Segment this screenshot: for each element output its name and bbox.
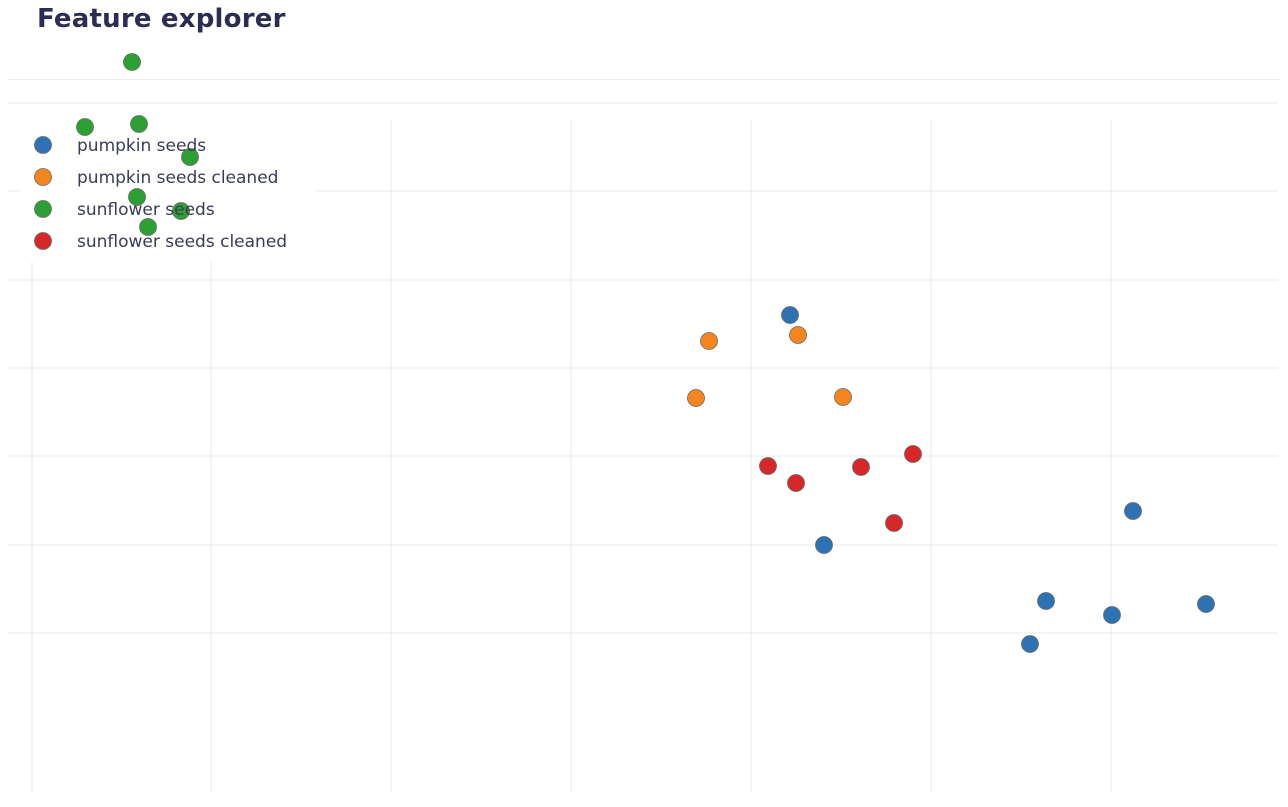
legend-item-sunflower-seeds-cleaned[interactable]: sunflower seeds cleaned	[34, 232, 288, 252]
point-pumpkin-seeds-cleaned-3[interactable]	[789, 326, 807, 344]
point-pumpkin-seeds-6[interactable]	[781, 306, 799, 324]
header-divider	[8, 79, 1280, 80]
point-pumpkin-seeds-cleaned-1[interactable]	[834, 388, 852, 406]
legend-label-pumpkin-seeds: pumpkin seeds	[77, 136, 206, 156]
point-pumpkin-seeds-4[interactable]	[1124, 502, 1142, 520]
legend-marker-pumpkin-seeds	[34, 136, 52, 154]
point-pumpkin-seeds-5[interactable]	[815, 536, 833, 554]
legend-marker-sunflower-seeds	[34, 200, 52, 218]
point-sunflower-seeds-cleaned-3[interactable]	[852, 458, 870, 476]
point-sunflower-seeds-0[interactable]	[139, 218, 157, 236]
point-pumpkin-seeds-cleaned-2[interactable]	[700, 332, 718, 350]
point-sunflower-seeds-6[interactable]	[123, 53, 141, 71]
point-pumpkin-seeds-3[interactable]	[1197, 595, 1215, 613]
legend-marker-pumpkin-seeds-cleaned	[34, 168, 52, 186]
point-pumpkin-seeds-cleaned-0[interactable]	[687, 389, 705, 407]
legend-background	[20, 120, 316, 262]
point-sunflower-seeds-cleaned-2[interactable]	[759, 457, 777, 475]
legend-item-pumpkin-seeds-cleaned[interactable]: pumpkin seeds cleaned	[34, 168, 279, 188]
point-pumpkin-seeds-1[interactable]	[1037, 592, 1055, 610]
data-points	[76, 53, 1215, 653]
point-sunflower-seeds-1[interactable]	[172, 202, 190, 220]
point-sunflower-seeds-cleaned-4[interactable]	[904, 445, 922, 463]
legend-label-sunflower-seeds-cleaned: sunflower seeds cleaned	[77, 232, 287, 252]
point-sunflower-seeds-cleaned-1[interactable]	[787, 474, 805, 492]
point-sunflower-seeds-4[interactable]	[76, 118, 94, 136]
point-sunflower-seeds-2[interactable]	[128, 188, 146, 206]
point-pumpkin-seeds-2[interactable]	[1103, 606, 1121, 624]
legend-marker-sunflower-seeds-cleaned	[34, 232, 52, 250]
legend-item-pumpkin-seeds[interactable]: pumpkin seeds	[34, 136, 207, 156]
grid-lines	[8, 102, 1278, 792]
point-sunflower-seeds-cleaned-0[interactable]	[885, 514, 903, 532]
page-title: Feature explorer	[37, 4, 286, 34]
legend: pumpkin seeds pumpkin seeds cleaned sunflo…	[34, 136, 288, 252]
legend-item-sunflower-seeds[interactable]: sunflower seeds	[34, 200, 215, 220]
legend-label-sunflower-seeds: sunflower seeds	[77, 200, 215, 220]
point-sunflower-seeds-3[interactable]	[181, 148, 199, 166]
point-sunflower-seeds-5[interactable]	[130, 115, 148, 133]
point-pumpkin-seeds-0[interactable]	[1021, 635, 1039, 653]
legend-label-pumpkin-seeds-cleaned: pumpkin seeds cleaned	[77, 168, 278, 188]
